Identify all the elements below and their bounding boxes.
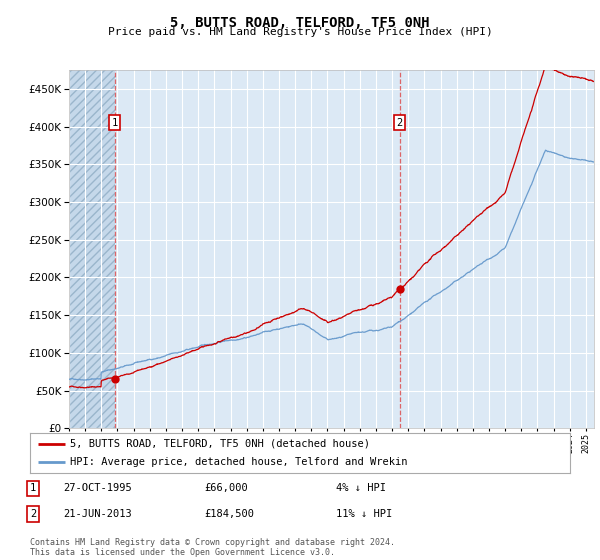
Text: 5, BUTTS ROAD, TELFORD, TF5 0NH: 5, BUTTS ROAD, TELFORD, TF5 0NH — [170, 16, 430, 30]
Text: 1: 1 — [30, 483, 36, 493]
Text: 5, BUTTS ROAD, TELFORD, TF5 0NH (detached house): 5, BUTTS ROAD, TELFORD, TF5 0NH (detache… — [71, 439, 371, 449]
Text: 2: 2 — [30, 509, 36, 519]
Text: 11% ↓ HPI: 11% ↓ HPI — [336, 509, 392, 519]
Text: 27-OCT-1995: 27-OCT-1995 — [63, 483, 132, 493]
Text: £184,500: £184,500 — [204, 509, 254, 519]
Text: HPI: Average price, detached house, Telford and Wrekin: HPI: Average price, detached house, Telf… — [71, 458, 408, 467]
Text: 2: 2 — [397, 118, 403, 128]
Text: Price paid vs. HM Land Registry's House Price Index (HPI): Price paid vs. HM Land Registry's House … — [107, 27, 493, 37]
Text: 21-JUN-2013: 21-JUN-2013 — [63, 509, 132, 519]
Text: 4% ↓ HPI: 4% ↓ HPI — [336, 483, 386, 493]
Bar — [69, 70, 115, 428]
Text: Contains HM Land Registry data © Crown copyright and database right 2024.
This d: Contains HM Land Registry data © Crown c… — [30, 538, 395, 557]
Text: 1: 1 — [112, 118, 118, 128]
Text: £66,000: £66,000 — [204, 483, 248, 493]
